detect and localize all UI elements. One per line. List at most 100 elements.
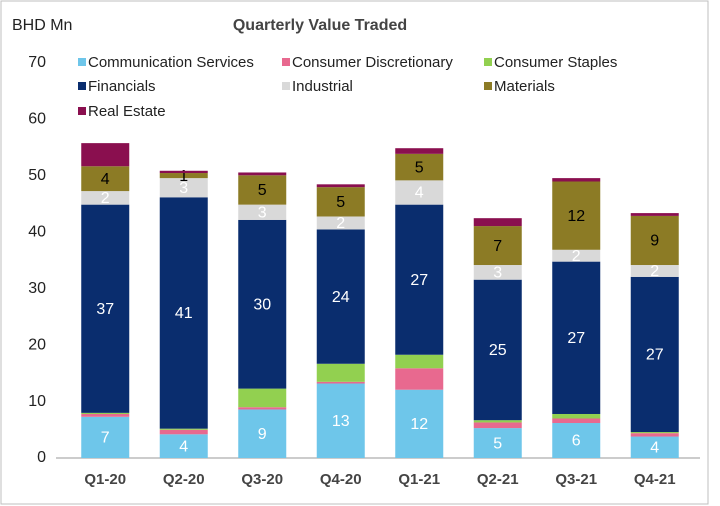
x-tick-label: Q2-20 [163, 471, 205, 488]
bar-segment [81, 204, 130, 413]
data-label: 37 [96, 301, 114, 318]
data-label: 27 [567, 330, 585, 347]
bar-segment [81, 191, 130, 205]
chart-title: Quarterly Value Traded [233, 17, 407, 34]
bar-segment [238, 407, 287, 410]
data-label: 2 [650, 263, 659, 280]
bar-segment [159, 170, 208, 174]
data-label: 25 [489, 342, 507, 359]
data-label: 6 [572, 433, 581, 450]
bar-segment [552, 423, 601, 458]
data-label: 24 [332, 289, 350, 306]
data-label: 4 [101, 171, 110, 188]
y-tick-label: 20 [28, 336, 46, 353]
bar-segment [316, 184, 365, 188]
legend-swatch [282, 58, 290, 66]
bar-segment [159, 173, 208, 179]
bar-segment [395, 204, 444, 355]
bar-segment [552, 249, 601, 262]
bar-segment [159, 197, 208, 429]
x-tick-label: Q1-20 [84, 471, 126, 488]
data-label: 3 [179, 180, 188, 197]
data-label: 2 [101, 190, 110, 207]
bar-segment [316, 187, 365, 217]
data-label: 5 [336, 194, 345, 211]
bar-segment [316, 383, 365, 458]
data-label: 27 [646, 347, 664, 364]
bar-segment [473, 226, 522, 266]
x-tick-label: Q3-21 [555, 471, 597, 488]
bar-segment [159, 429, 208, 435]
data-label: 12 [410, 416, 428, 433]
data-label: 3 [493, 265, 502, 282]
data-label: 27 [410, 272, 428, 289]
bar-segment [395, 368, 444, 390]
bar-segment [630, 213, 679, 216]
data-label: 4 [650, 439, 659, 456]
bar-segment [473, 420, 522, 423]
legend-label: Materials [494, 78, 555, 95]
bar-segment [473, 218, 522, 227]
bar-segment [473, 265, 522, 280]
legend-label: Real Estate [88, 103, 166, 120]
x-tick-label: Q2-21 [477, 471, 519, 488]
bar-segment [395, 180, 444, 205]
y-tick-label: 60 [28, 111, 46, 128]
bar-segment [630, 265, 679, 277]
bar-segment [630, 215, 679, 266]
bar-segment [552, 181, 601, 250]
legend-swatch [282, 82, 290, 90]
bar-segment [81, 412, 130, 414]
bar-segment [238, 204, 287, 220]
data-label: 3 [258, 204, 267, 221]
bar-segment [630, 276, 679, 433]
legend-label: Financials [88, 78, 156, 95]
bar-segment [552, 178, 601, 182]
bar-segment [395, 153, 444, 181]
data-label: 41 [175, 305, 193, 322]
bar-segment [552, 261, 601, 414]
bar-segment [316, 216, 365, 230]
bar-segment [473, 422, 522, 429]
bar-segment [395, 389, 444, 458]
bar-segment [238, 409, 287, 458]
data-label: 7 [101, 430, 110, 447]
bar-segment [238, 175, 287, 205]
data-label: 1 [179, 168, 188, 185]
legend-swatch [484, 82, 492, 90]
bar-segment [238, 388, 287, 408]
bar-segment [630, 432, 679, 434]
data-label: 9 [258, 426, 267, 443]
data-label: 12 [567, 208, 585, 225]
data-label: 2 [336, 215, 345, 232]
y-tick-label: 70 [28, 54, 46, 71]
legend-label: Consumer Staples [494, 54, 617, 71]
bar-segment [395, 148, 444, 154]
y-tick-label: 40 [28, 224, 46, 241]
bar-segment [316, 363, 365, 382]
data-label: 13 [332, 413, 350, 430]
bar-segment [238, 219, 287, 389]
bar-segment [473, 428, 522, 458]
data-label: 5 [258, 182, 267, 199]
bar-segment [159, 178, 208, 198]
data-label: 9 [650, 233, 659, 250]
bar-segment [630, 436, 679, 458]
y-tick-label: 0 [37, 449, 46, 466]
data-label: 5 [415, 159, 424, 176]
legend-swatch [78, 58, 86, 66]
bar-segment [81, 166, 130, 192]
legend-label: Consumer Discretionary [292, 54, 453, 71]
bar-segment [159, 434, 208, 458]
data-label: 4 [179, 438, 188, 455]
legend-label: Communication Services [88, 54, 254, 71]
legend-swatch [484, 58, 492, 66]
legend-swatch [78, 107, 86, 115]
bar-segment [552, 418, 601, 424]
x-tick-label: Q4-21 [634, 471, 676, 488]
y-axis-label: BHD Mn [12, 17, 72, 34]
bar-segment [159, 428, 208, 430]
bar-segment [316, 229, 365, 364]
